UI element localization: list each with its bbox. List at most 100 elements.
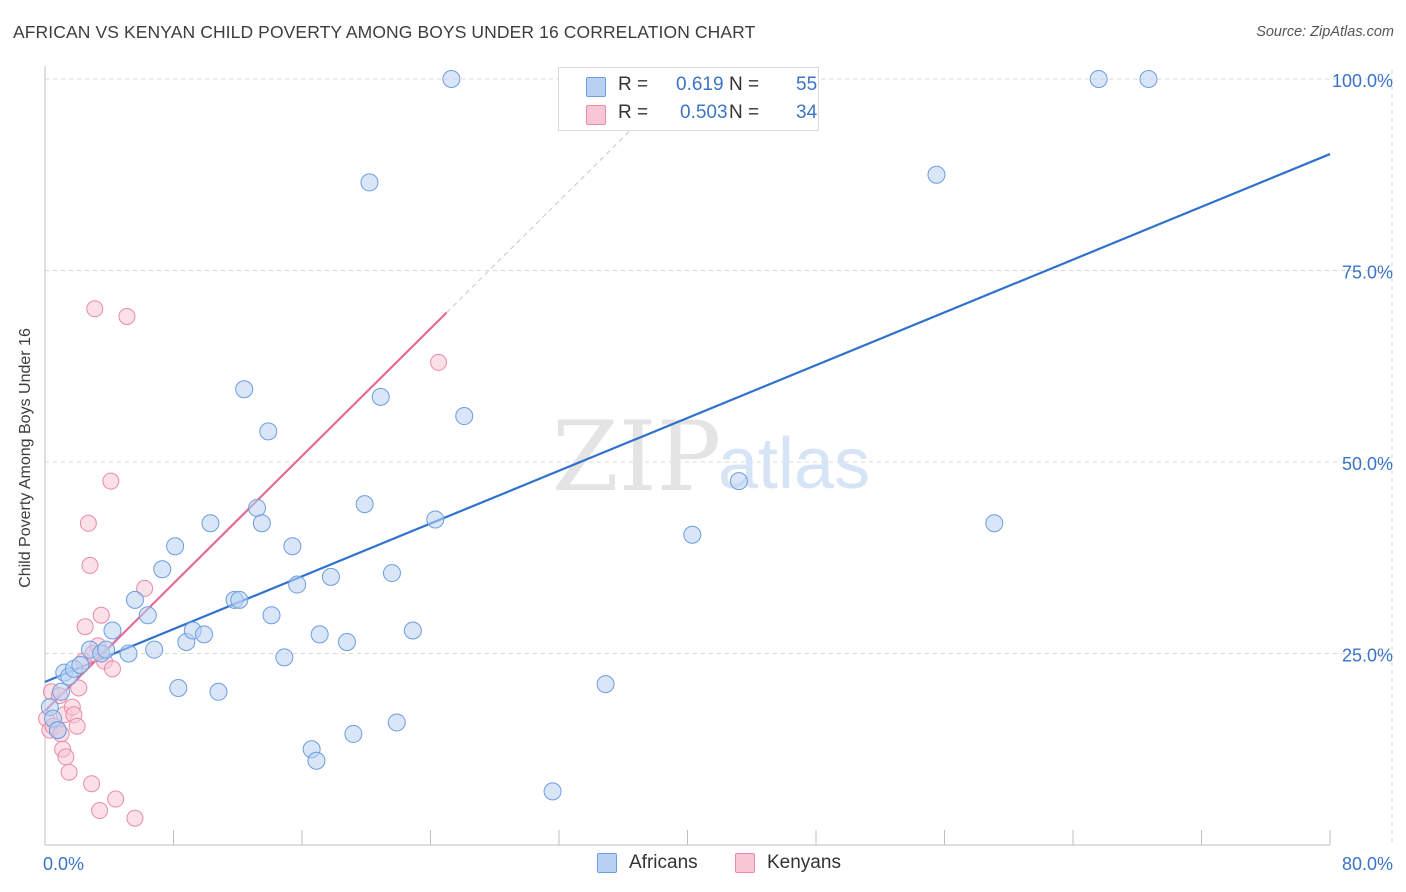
kenyans-swatch [735,853,755,873]
africans-point [97,640,116,659]
kenyans-point [91,802,109,820]
kenyans-point [102,472,120,490]
kenyans-point [70,679,88,697]
legend-r-label: R = [618,74,649,95]
kenyans-point [126,809,144,827]
africans-point [344,724,363,743]
africans-points [40,70,1158,801]
africans-trend-line [44,153,1331,683]
africans-point [48,721,67,740]
legend-africans-n: 55 [796,74,818,95]
legend-kenyans-n: 34 [796,102,818,123]
legend-item-kenyans[interactable]: Kenyans [735,852,841,874]
africans-point [729,472,748,491]
africans-point [209,682,228,701]
kenyans-points [38,300,448,827]
kenyans-point [86,300,104,318]
legend-kenyans-r: 0.503 [680,102,728,123]
kenyans-point [60,763,78,781]
africans-point [543,782,562,801]
africans-point [307,751,326,770]
source-label: Source: ZipAtlas.com [1256,24,1394,40]
y-axis-label: Child Poverty Among Boys Under 16 [17,328,34,588]
africans-point [153,560,172,579]
africans-swatch [597,853,617,873]
legend-label-africans: Africans [629,852,698,873]
africans-point [426,510,445,529]
africans-point [596,675,615,694]
africans-point [360,173,379,192]
legend-r-label: R = [618,102,649,123]
africans-point [145,640,164,659]
africans-point [337,633,356,652]
africans-point [103,621,122,640]
africans-point [355,495,374,514]
africans-point [248,498,267,517]
chart-title: AFRICAN VS KENYAN CHILD POVERTY AMONG BO… [13,22,756,42]
watermark: ZIP atlas [552,401,870,513]
kenyans-swatch [586,105,606,125]
africans-point [259,422,278,441]
kenyans-point [107,790,125,808]
africans-point [985,514,1004,533]
africans-point [371,387,390,406]
watermark-atlas: atlas [718,424,870,504]
kenyans-point [79,514,97,532]
africans-point [230,590,249,609]
africans-point [403,621,422,640]
africans-point [288,575,307,594]
y-tick-label: 25.0% [1342,646,1393,666]
africans-point [382,564,401,583]
y-tick-label: 75.0% [1342,263,1393,283]
africans-point [927,165,946,184]
kenyans-trend-extension [446,121,640,313]
africans-point [310,625,329,644]
africans-swatch [586,77,606,97]
africans-point [71,655,90,674]
africans-point [235,380,254,399]
africans-point [125,590,144,609]
africans-point [169,678,188,697]
kenyans-point [430,353,448,371]
africans-point [321,567,340,586]
kenyans-point [81,556,99,574]
africans-point [195,625,214,644]
kenyans-point [136,579,154,597]
legend-item-africans[interactable]: Africans [597,852,698,874]
africans-point [166,537,185,556]
kenyans-point [57,748,75,766]
africans-point [1089,70,1108,88]
africans-point [283,537,302,556]
y-tick-label: 100.0% [1332,71,1393,91]
africans-point [119,644,138,663]
africans-point [1139,70,1158,88]
kenyans-point [103,660,121,678]
kenyans-point [68,717,86,735]
series-legend: Africans Kenyans [0,852,1406,878]
africans-point [52,682,71,701]
africans-point [455,407,474,426]
africans-point [201,514,220,533]
x-tick-label-max: 80.0% [1342,854,1393,874]
tick-labels: 25.0% 50.0% 75.0% 100.0% 0.0% 80.0% [43,71,1393,874]
africans-point [262,606,281,625]
y-tick-label: 50.0% [1342,454,1393,474]
africans-point [252,514,271,533]
kenyans-point [118,307,136,325]
kenyans-point [92,606,110,624]
legend-n-label: N = [729,102,760,123]
africans-point [442,70,461,88]
africans-point [275,648,294,667]
watermark-zip: ZIP [552,401,721,513]
kenyans-point [76,618,94,636]
africans-point [683,525,702,544]
legend-africans-r: 0.619 [676,74,724,95]
x-tick-label-min: 0.0% [43,854,84,874]
kenyans-point [83,775,101,793]
stats-legend: R = 0.619 N = 55 R = 0.503 N = 34 [558,67,819,131]
legend-label-kenyans: Kenyans [767,852,841,873]
africans-point [138,606,157,625]
legend-n-label: N = [729,74,760,95]
africans-point [387,713,406,732]
